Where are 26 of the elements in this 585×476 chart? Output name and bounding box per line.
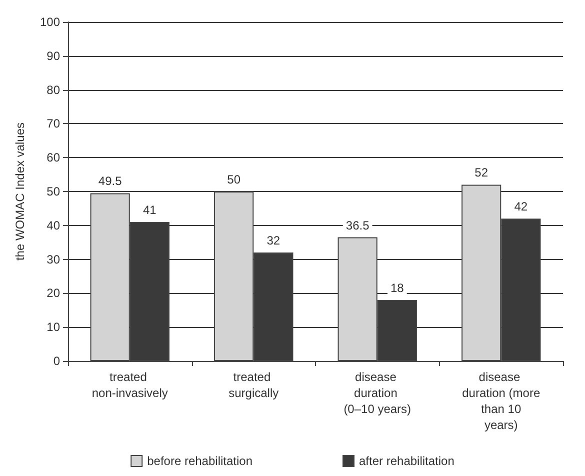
x-tick-label: disease duration (0–10 years): [344, 370, 412, 416]
y-axis-title: the WOMAC Index values: [13, 122, 27, 261]
data-label: 32: [266, 234, 280, 248]
x-tick-label: treated surgically: [228, 370, 279, 400]
y-tick-label: 100: [40, 15, 60, 29]
y-tick-label: 80: [46, 82, 60, 97]
data-label: 41: [142, 203, 157, 218]
data-label: 49.5: [98, 174, 122, 188]
y-tick-label: 70: [46, 116, 60, 131]
x-tick-label: treated non-invasively: [92, 370, 168, 400]
y-tick-label: 0: [53, 354, 60, 368]
legend-label: before rehabilitation: [147, 454, 253, 468]
y-tick-label: 50: [46, 184, 60, 198]
data-label: 52: [474, 166, 488, 180]
data-label: 36.5: [346, 218, 370, 232]
y-tick-label: 60: [46, 150, 60, 165]
data-label: 42: [514, 200, 528, 214]
x-tick-label: disease duration (more than 10 years): [462, 370, 540, 432]
legend-label: after rehabilitation: [359, 454, 454, 468]
data-label: 18: [390, 280, 404, 295]
y-tick-label: 30: [46, 252, 60, 266]
data-label: 50: [227, 172, 241, 186]
y-tick-label: 90: [46, 48, 60, 63]
y-tick-label: 20: [46, 286, 60, 300]
y-tick-label: 40: [46, 218, 60, 232]
y-tick-label: 10: [46, 320, 60, 334]
